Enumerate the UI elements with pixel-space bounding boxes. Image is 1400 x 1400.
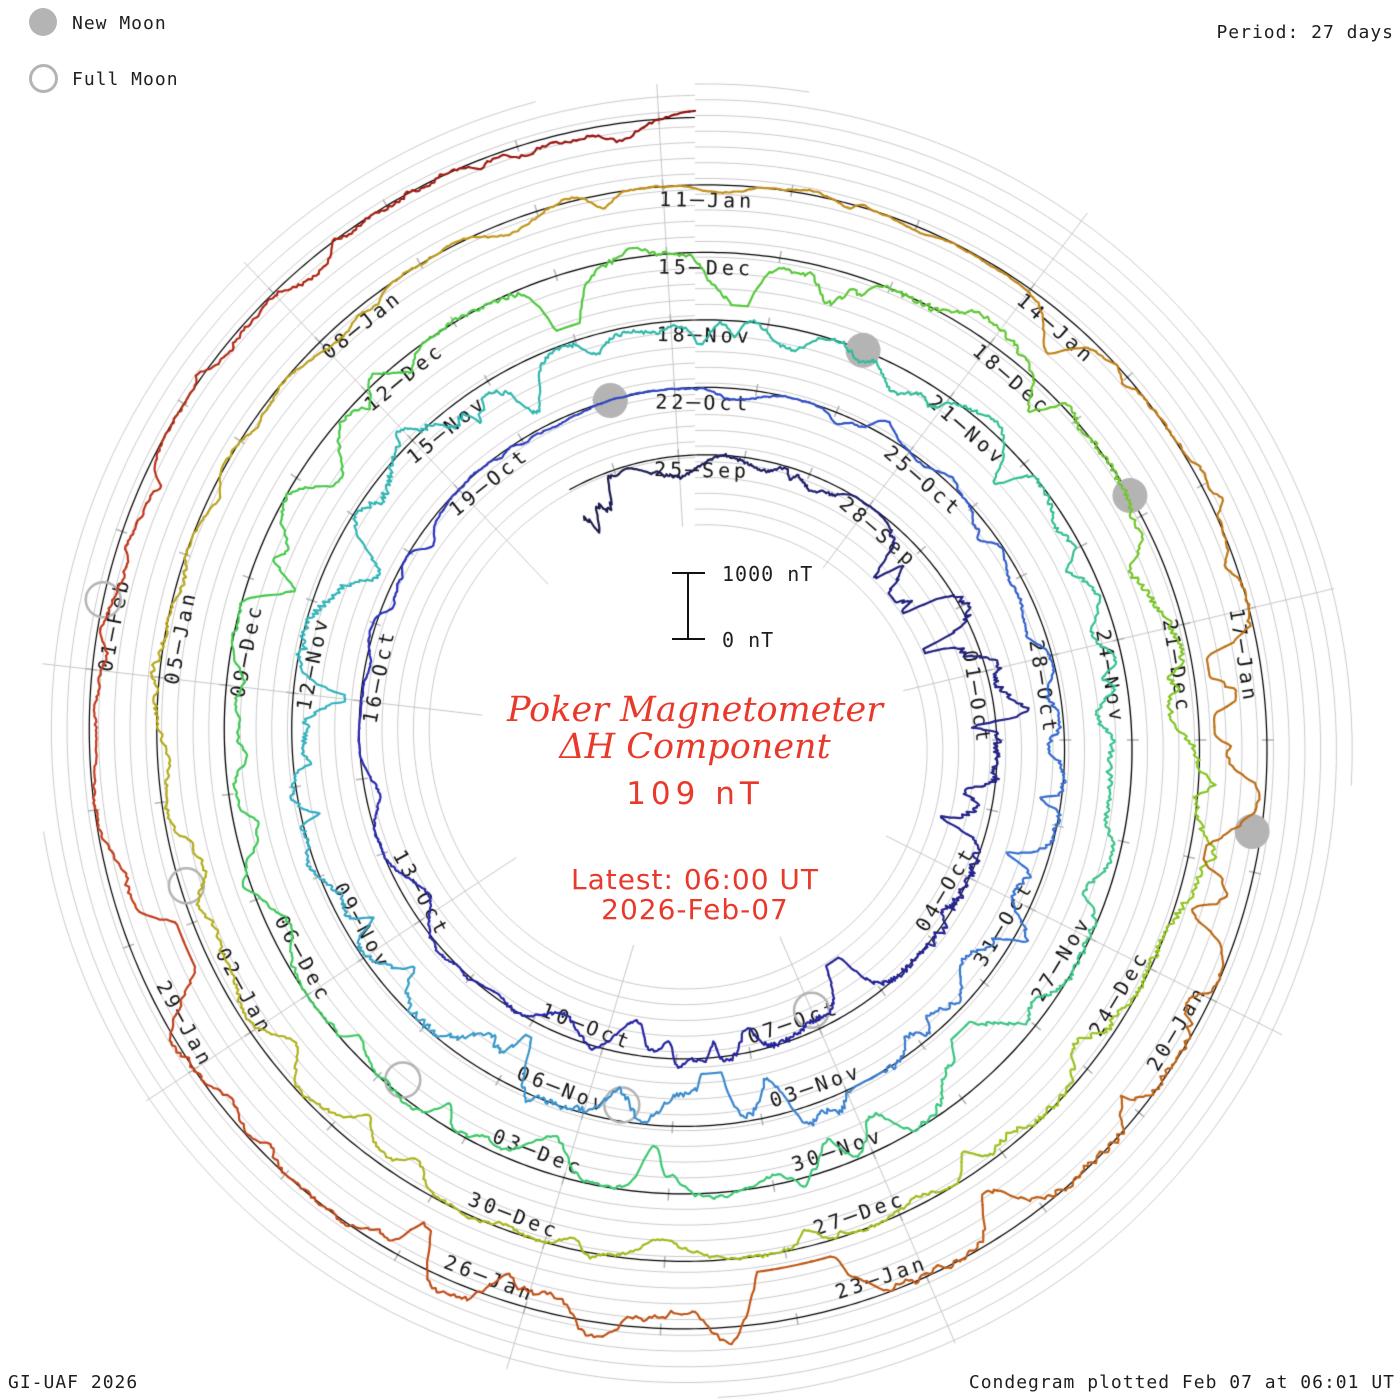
new-moon-legend-item (29, 8, 57, 36)
latest-time-label: Latest: 06:00 UT (570, 863, 820, 896)
scale-bar-bottom-cap (672, 638, 705, 640)
scale-bar-bottom-label: 0 nT (722, 628, 775, 652)
scale-bar-line (687, 573, 689, 640)
full-moon-legend-item (29, 64, 58, 93)
full-moon-legend-label: Full Moon (72, 69, 179, 90)
plot-title-line1: Poker Magnetometer (507, 690, 883, 730)
scale-bar-top-label: 1000 nT (722, 562, 814, 586)
footer-plotted-timestamp: Condegram plotted Feb 07 at 06:01 UT (968, 1372, 1395, 1393)
full-moon-icon (29, 64, 58, 93)
latest-value: 109 nT (626, 776, 764, 812)
new-moon-icon (29, 8, 57, 36)
latest-date-label: 2026-Feb-07 (601, 893, 789, 926)
scale-bar-top-cap (672, 572, 705, 574)
center-annotation: Poker Magnetometer ΔH Component 109 nT L… (507, 692, 883, 925)
period-annotation: Period: 27 days (1216, 22, 1394, 43)
new-moon-legend-label: New Moon (72, 13, 167, 34)
plot-title-line2: ΔH Component (559, 727, 831, 767)
footer-credit: GI-UAF 2026 (8, 1372, 139, 1393)
